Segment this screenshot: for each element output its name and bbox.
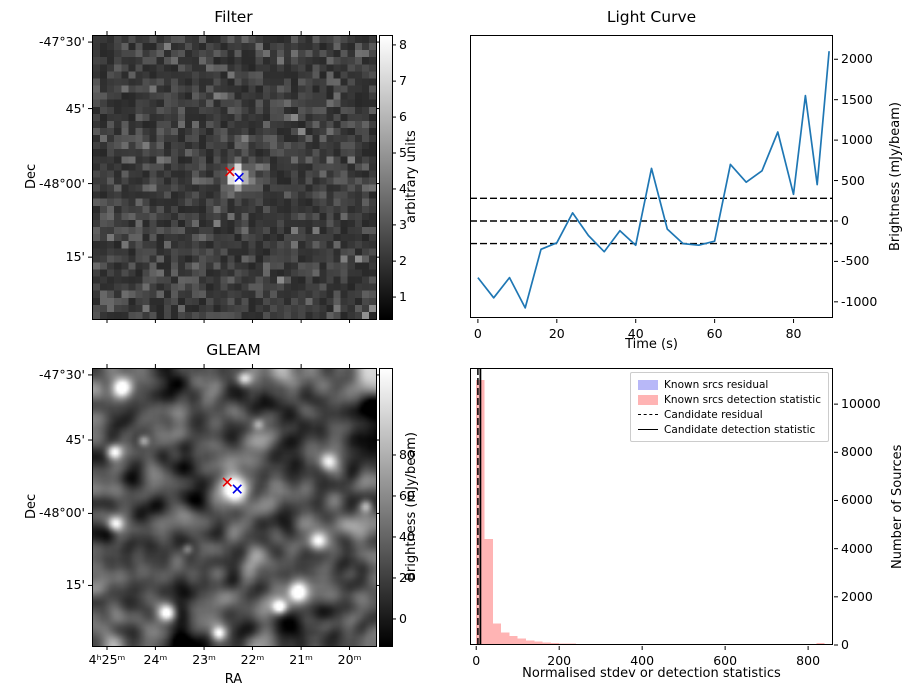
legend-patch-swatch — [638, 394, 659, 405]
colorbar-tick-label: 7 — [399, 73, 407, 89]
brightness-tick-label: -1000 — [841, 293, 878, 309]
histogram-x-axis-label: Normalised stdev or detection statistics — [522, 666, 781, 681]
dec-tick-label: -47°30' — [38, 34, 85, 50]
colorbar-tick-label: 1 — [399, 289, 407, 305]
time-tick-label: 20 — [548, 326, 565, 341]
brightness-tick-label: 1000 — [841, 132, 873, 148]
stdev-tick-label: 200 — [547, 653, 572, 668]
histogram-plot — [470, 368, 833, 645]
sources-tick-label: 8000 — [841, 444, 873, 460]
legend-entry: Candidate detection statistic — [638, 422, 821, 437]
ra-tick-label: 22ᵐ — [240, 652, 265, 667]
colorbar-tick-label: 5 — [399, 145, 407, 160]
brightness-tick-label: 0 — [841, 212, 849, 228]
colorbar-tick-label: 8 — [399, 36, 407, 52]
sources-tick-label: 10000 — [841, 396, 881, 412]
dec-tick-label: -48°00' — [38, 505, 85, 521]
ra-tick-label: 23ᵐ — [192, 652, 216, 667]
gleam-x-axis-label: RA — [224, 672, 243, 687]
dec-tick-label: 15' — [65, 249, 85, 265]
legend-line-swatch — [638, 414, 659, 415]
colorbar-tick-label: 6 — [399, 109, 407, 125]
dec-tick-label: -47°30' — [38, 366, 85, 382]
time-tick-label: 0 — [473, 326, 482, 341]
legend-entry: Known srcs residual — [638, 377, 821, 392]
dec-tick-label: 45' — [65, 432, 85, 448]
brightness-tick-label: 500 — [841, 172, 865, 188]
ra-tick-label: 20ᵐ — [337, 652, 362, 667]
sources-tick-label: 0 — [841, 637, 849, 652]
time-tick-label: 40 — [627, 326, 644, 341]
colorbar-tick-label: 20 — [399, 569, 415, 585]
filter-colorbar — [379, 35, 393, 320]
legend-entry: Candidate residual — [638, 407, 821, 422]
stdev-tick-label: 600 — [713, 653, 738, 668]
sources-tick-label: 4000 — [841, 540, 873, 556]
legend: Known srcs residual Known srcs detection … — [630, 372, 829, 442]
filter-image — [92, 35, 377, 320]
legend-patch-swatch — [638, 379, 659, 390]
filter-title: Filter — [214, 8, 253, 26]
lightcurve-title: Light Curve — [606, 8, 697, 26]
dec-tick-label: 15' — [65, 577, 85, 593]
ra-tick-label: 4ʰ25ᵐ — [88, 652, 126, 667]
legend-entry: Known srcs detection statistic — [638, 392, 821, 407]
dec-tick-label: 45' — [65, 100, 85, 116]
gleam-colorbar-label: Brightness (mJy/beam) — [404, 432, 419, 581]
legend-label: Candidate residual — [664, 408, 763, 421]
brightness-tick-label: 2000 — [841, 51, 873, 67]
lightcurve-x-axis-label: Time (s) — [625, 337, 678, 352]
lightcurve-plot — [470, 35, 833, 318]
legend-label: Candidate detection statistic — [664, 423, 816, 436]
ra-tick-label: 24ᵐ — [143, 652, 168, 667]
colorbar-tick-label: 3 — [399, 216, 407, 232]
lightcurve-y-axis-label: Brightness (mJy/beam) — [888, 102, 903, 251]
stdev-tick-label: 400 — [630, 653, 655, 668]
brightness-tick-label: -500 — [841, 253, 870, 269]
gleam-title: GLEAM — [206, 341, 261, 359]
stdev-tick-label: 0 — [472, 653, 481, 668]
dec-tick-label: -48°00' — [38, 175, 85, 191]
colorbar-tick-label: 60 — [399, 487, 415, 503]
stdev-tick-label: 800 — [796, 653, 821, 668]
time-tick-label: 80 — [785, 326, 802, 341]
ra-tick-label: 21ᵐ — [289, 652, 313, 667]
gleam-colorbar — [379, 368, 393, 647]
colorbar-tick-label: 4 — [399, 180, 407, 196]
histogram-y-axis-label: Number of Sources — [890, 444, 905, 569]
legend-label: Known srcs detection statistic — [664, 393, 821, 406]
colorbar-tick-label: 2 — [399, 253, 407, 269]
sources-tick-label: 2000 — [841, 588, 873, 604]
colorbar-tick-label: 40 — [399, 528, 415, 544]
gleam-image — [92, 368, 377, 647]
sources-tick-label: 6000 — [841, 492, 873, 508]
legend-label: Known srcs residual — [664, 378, 769, 391]
colorbar-tick-label: 0 — [399, 610, 407, 626]
time-tick-label: 60 — [706, 326, 723, 341]
legend-line-swatch — [638, 429, 659, 430]
colorbar-tick-label: 80 — [399, 446, 415, 462]
brightness-tick-label: 1500 — [841, 91, 873, 107]
